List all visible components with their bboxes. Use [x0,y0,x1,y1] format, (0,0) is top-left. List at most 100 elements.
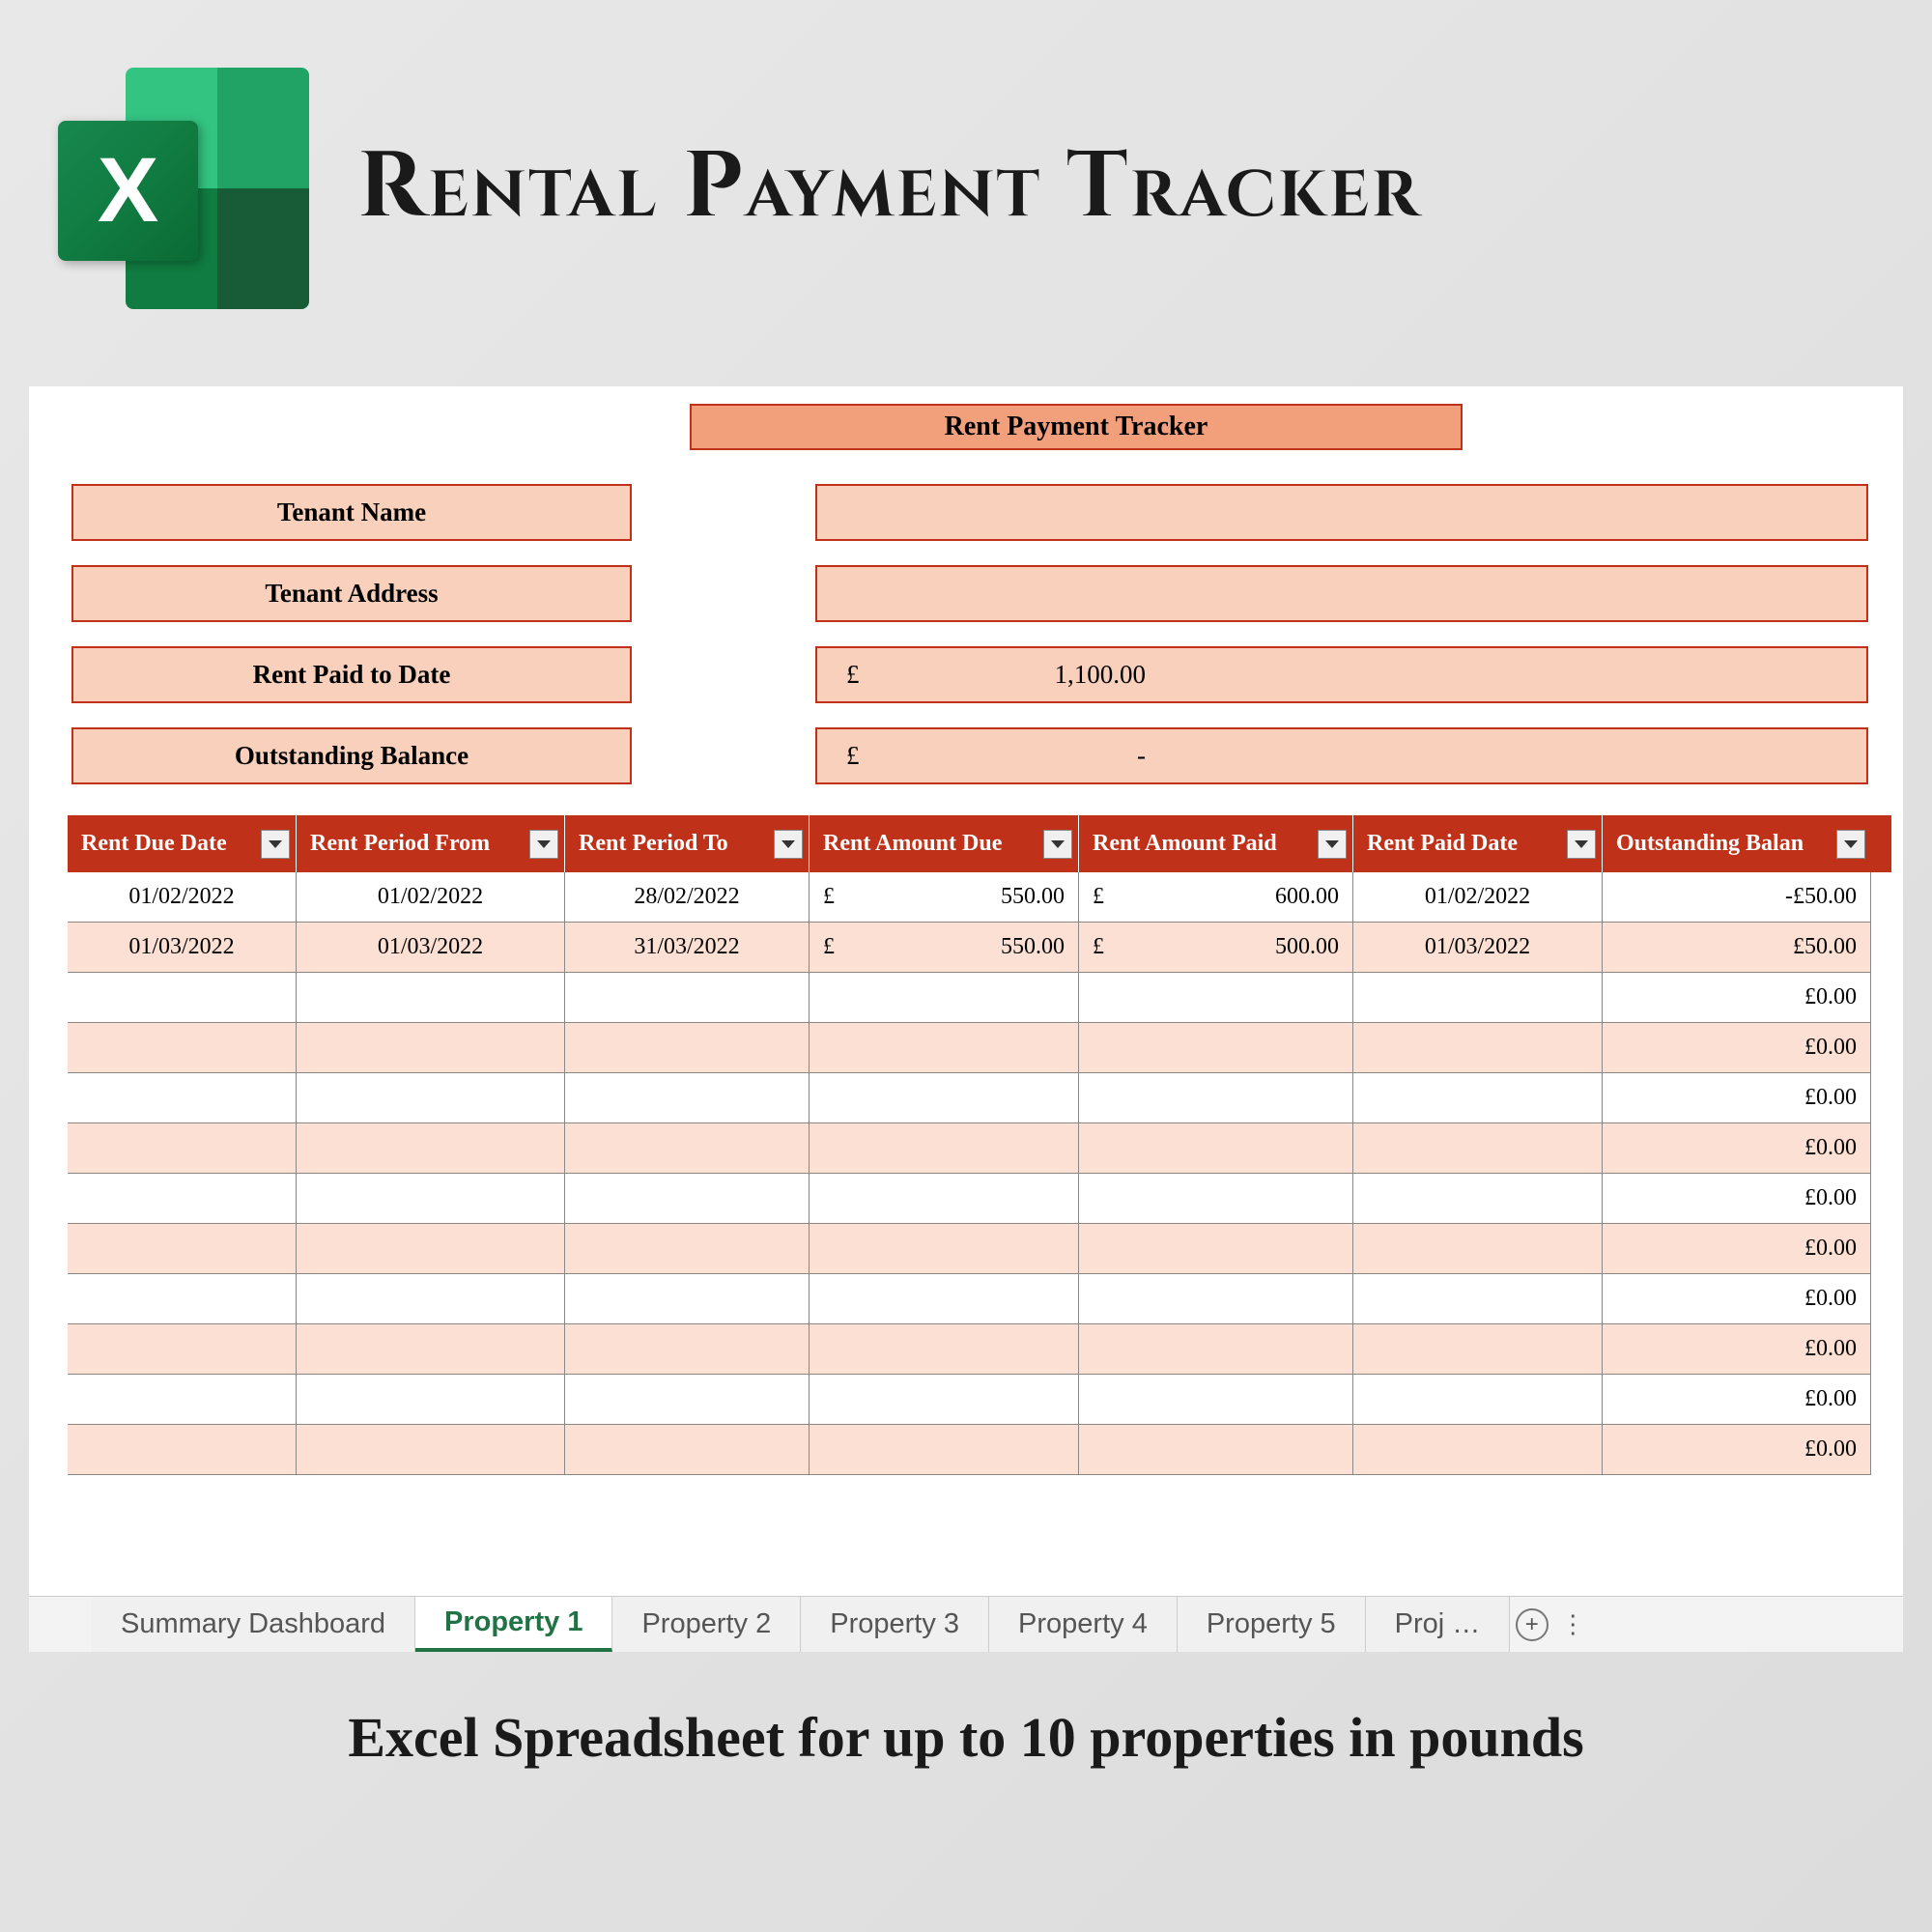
table-cell[interactable]: £600.00 [1079,872,1353,923]
table-row[interactable]: £0.00 [68,1174,1891,1224]
filter-dropdown-icon[interactable] [774,830,803,859]
table-cell[interactable] [1353,1425,1603,1475]
table-cell[interactable]: 01/02/2022 [1353,872,1603,923]
table-cell[interactable] [565,1174,810,1224]
table-cell[interactable] [297,1073,565,1123]
table-cell[interactable] [565,1274,810,1324]
table-cell[interactable] [1079,1274,1353,1324]
table-cell[interactable] [297,1174,565,1224]
table-cell[interactable] [68,1123,297,1174]
sheet-tab[interactable]: Property 4 [989,1597,1178,1652]
sheet-tab[interactable]: Property 1 [415,1597,612,1652]
table-cell[interactable] [1353,1174,1603,1224]
table-cell[interactable] [297,1324,565,1375]
table-row[interactable]: £0.00 [68,1023,1891,1073]
table-cell[interactable] [297,1274,565,1324]
table-cell[interactable] [565,1123,810,1174]
table-row[interactable]: £0.00 [68,1425,1891,1475]
table-cell[interactable] [565,973,810,1023]
table-cell[interactable] [1079,1324,1353,1375]
table-cell[interactable] [810,1073,1079,1123]
table-cell[interactable]: 01/03/2022 [68,923,297,973]
table-cell[interactable]: £0.00 [1603,1023,1871,1073]
table-cell[interactable]: 01/02/2022 [68,872,297,923]
table-cell[interactable] [1079,1224,1353,1274]
column-header[interactable]: Rent Paid Date [1353,815,1603,872]
table-cell[interactable]: -£50.00 [1603,872,1871,923]
column-header[interactable]: Rent Due Date [68,815,297,872]
table-cell[interactable]: 01/03/2022 [1353,923,1603,973]
table-cell[interactable] [1079,1174,1353,1224]
table-cell[interactable] [1079,1123,1353,1174]
table-cell[interactable] [1353,1123,1603,1174]
info-value[interactable]: £- [815,727,1868,784]
table-cell[interactable] [297,1425,565,1475]
table-cell[interactable]: £0.00 [1603,1375,1871,1425]
table-cell[interactable] [810,1425,1079,1475]
table-cell[interactable] [1353,1375,1603,1425]
table-cell[interactable] [565,1023,810,1073]
table-cell[interactable]: £0.00 [1603,1425,1871,1475]
table-cell[interactable] [565,1425,810,1475]
column-header[interactable]: Rent Amount Due [810,815,1079,872]
table-cell[interactable] [1353,1224,1603,1274]
table-cell[interactable] [810,1023,1079,1073]
table-cell[interactable]: £0.00 [1603,1324,1871,1375]
table-cell[interactable] [810,1375,1079,1425]
table-cell[interactable] [68,1174,297,1224]
table-cell[interactable] [1079,1375,1353,1425]
table-cell[interactable] [1353,1274,1603,1324]
table-row[interactable]: £0.00 [68,1274,1891,1324]
sheet-tab[interactable]: Proj … [1366,1597,1511,1652]
table-cell[interactable]: £0.00 [1603,1274,1871,1324]
table-cell[interactable] [565,1324,810,1375]
table-row[interactable]: £0.00 [68,1324,1891,1375]
table-cell[interactable] [1353,1324,1603,1375]
sheet-tab[interactable]: Property 3 [801,1597,989,1652]
table-cell[interactable] [68,1425,297,1475]
table-cell[interactable] [1353,1073,1603,1123]
table-cell[interactable] [1079,1073,1353,1123]
filter-dropdown-icon[interactable] [1836,830,1865,859]
add-sheet-button[interactable]: + [1510,1597,1553,1652]
table-cell[interactable] [297,1023,565,1073]
table-cell[interactable] [68,1073,297,1123]
info-value[interactable]: £1,100.00 [815,646,1868,703]
table-row[interactable]: 01/02/2022 01/02/2022 28/02/2022£550.00£60… [68,872,1891,923]
table-cell[interactable] [68,1274,297,1324]
table-cell[interactable]: 31/03/2022 [565,923,810,973]
table-cell[interactable] [1353,1023,1603,1073]
column-header[interactable]: Outstanding Balan [1603,815,1871,872]
table-cell[interactable] [297,1375,565,1425]
table-cell[interactable] [810,1324,1079,1375]
info-value[interactable] [815,565,1868,622]
table-cell[interactable] [565,1073,810,1123]
column-header[interactable]: Rent Period From [297,815,565,872]
filter-dropdown-icon[interactable] [1043,830,1072,859]
info-value[interactable] [815,484,1868,541]
table-cell[interactable]: £0.00 [1603,1123,1871,1174]
table-row[interactable]: £0.00 [68,1224,1891,1274]
table-cell[interactable] [810,1174,1079,1224]
column-header[interactable]: Rent Period To [565,815,810,872]
table-cell[interactable] [68,1324,297,1375]
table-cell[interactable]: £0.00 [1603,973,1871,1023]
sheet-tab[interactable]: Property 5 [1178,1597,1366,1652]
table-row[interactable]: £0.00 [68,1123,1891,1174]
table-cell[interactable] [68,1023,297,1073]
table-cell[interactable]: £0.00 [1603,1174,1871,1224]
tab-menu-icon[interactable]: ⋮ [1553,1597,1592,1652]
table-cell[interactable]: 28/02/2022 [565,872,810,923]
table-cell[interactable] [810,1224,1079,1274]
table-row[interactable]: 01/03/202201/03/202231/03/2022£550.00£50… [68,923,1891,973]
table-cell[interactable]: £550.00 [810,923,1079,973]
table-cell[interactable] [68,1224,297,1274]
table-cell[interactable] [297,973,565,1023]
column-header[interactable]: Rent Amount Paid [1079,815,1353,872]
table-cell[interactable]: £550.00 [810,872,1079,923]
table-cell[interactable] [1079,1425,1353,1475]
table-cell[interactable] [810,973,1079,1023]
sheet-tab[interactable]: Property 2 [612,1597,801,1652]
table-cell[interactable] [297,1224,565,1274]
table-cell[interactable] [1353,973,1603,1023]
